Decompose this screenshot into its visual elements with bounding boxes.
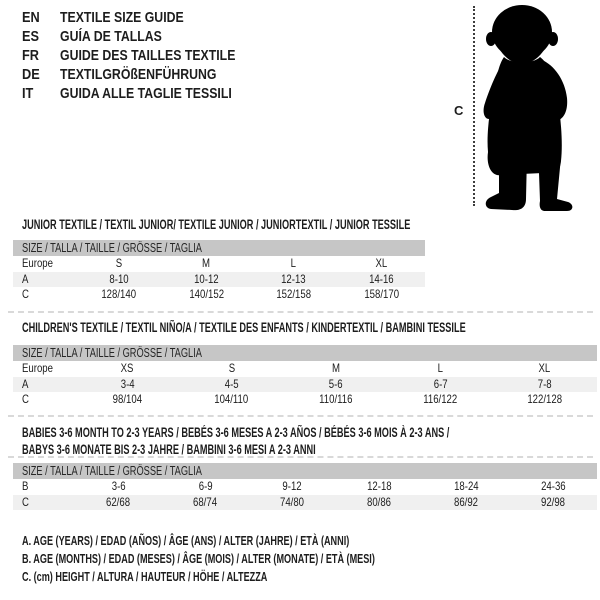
row-label: C (22, 287, 29, 301)
value-cell: 140/152 (188, 287, 224, 301)
table-row-europe: Europe S M L XL (13, 256, 425, 272)
language-code: EN (22, 9, 40, 26)
value-cell: 6-9 (198, 479, 213, 493)
language-row-fr: FR GUIDE DES TAILLES TEXTILE (22, 46, 274, 65)
guide-title-fr: GUIDE DES TAILLES TEXTILE (60, 47, 236, 64)
size-cell: L (291, 256, 297, 270)
legend-footnotes: A. AGE (YEARS) / EDAD (AÑOS) / ÂGE (ANS)… (22, 532, 526, 586)
value-cell: 4-5 (224, 376, 239, 391)
language-code: IT (22, 85, 34, 102)
size-cell: XL (375, 256, 388, 270)
section-title-children: CHILDREN'S TEXTILE / TEXTIL NIÑO/A / TEX… (22, 320, 466, 335)
table-row-height: C 128/140 140/152 152/158 158/170 (13, 287, 425, 303)
guide-title-it: GUIDA ALLE TAGLIE TESSILI (60, 85, 232, 102)
value-cell: 86/92 (454, 494, 479, 509)
language-row-it: IT GUIDA ALLE TAGLIE TESSILI (22, 84, 274, 103)
language-row-en: EN TEXTILE SIZE GUIDE (22, 8, 274, 27)
value-cell: 80/86 (367, 494, 392, 509)
language-code: ES (22, 28, 40, 45)
value-cell: 110/116 (319, 392, 353, 406)
size-cell: M (331, 361, 340, 375)
guide-title-de: TEXTILGRÖßENFÜHRUNG (60, 66, 217, 83)
row-label: Europe (22, 256, 53, 270)
table-row-age-months: B 3-6 6-9 9-12 12-18 18-24 24-36 (13, 479, 597, 495)
value-cell: 92/98 (541, 494, 566, 509)
table-row-europe: Europe XS S M L XL (13, 361, 597, 377)
junior-size-table: SIZE / TALLA / TAILLE / GRÖSSE / TAGLIA … (13, 240, 425, 303)
height-measure-label: C (454, 103, 464, 118)
value-cell: 62/68 (106, 494, 131, 509)
footnote-b: B. AGE (MONTHS) / EDAD (MESES) / ÂGE (MO… (22, 551, 375, 566)
table-row-age: A 3-4 4-5 5-6 6-7 7-8 (13, 376, 597, 392)
footnote-c: C. (cm) HEIGHT / ALTURA / HAUTEUR / HÖHE… (22, 569, 268, 584)
size-header-bar: SIZE / TALLA / TAILLE / GRÖSSE / TAGLIA (13, 463, 597, 479)
footnote-a: A. AGE (YEARS) / EDAD (AÑOS) / ÂGE (ANS)… (22, 533, 350, 548)
size-cell: S (115, 256, 122, 270)
language-title-list: EN TEXTILE SIZE GUIDE ES GUÍA DE TALLAS … (22, 8, 274, 103)
section-divider (8, 456, 593, 458)
value-cell: 14-16 (368, 271, 394, 286)
language-code: FR (22, 47, 39, 64)
babies-size-table: SIZE / TALLA / TAILLE / GRÖSSE / TAGLIA … (13, 463, 597, 510)
value-cell: 9-12 (282, 479, 303, 493)
value-cell: 104/110 (214, 392, 249, 406)
guide-title-en: TEXTILE SIZE GUIDE (60, 9, 184, 26)
value-cell: 68/74 (193, 494, 218, 509)
size-cell: S (228, 361, 235, 375)
guide-title-es: GUÍA DE TALLAS (60, 28, 162, 45)
section-divider (8, 311, 593, 313)
value-cell: 158/170 (363, 287, 399, 301)
section-title-babies-line2: BABYS 3-6 MONATE BIS 2-3 JAHRE / BAMBINI… (22, 442, 316, 457)
section-title-babies-line1: BABIES 3-6 MONTH TO 2-3 YEARS / BEBÉS 3-… (22, 425, 450, 440)
language-row-de: DE TEXTILGRÖßENFÜHRUNG (22, 65, 274, 84)
value-cell: 98/104 (112, 392, 142, 406)
row-label: B (22, 479, 29, 493)
value-cell: 8-10 (109, 271, 129, 286)
language-code: DE (22, 66, 40, 83)
row-label: Europe (22, 361, 53, 375)
section-title-junior: JUNIOR TEXTILE / TEXTIL JUNIOR/ TEXTILE … (22, 217, 411, 232)
value-cell: 18-24 (454, 479, 479, 493)
baby-silhouette-icon (483, 5, 573, 211)
value-cell: 10-12 (193, 271, 219, 286)
value-cell: 3-6 (111, 479, 126, 493)
row-label: A (22, 271, 29, 286)
value-cell: 24-36 (541, 479, 566, 493)
value-cell: 12-13 (281, 271, 307, 286)
value-cell: 152/158 (276, 287, 312, 301)
height-measure-dotted-line (473, 6, 475, 206)
value-cell: 5-6 (329, 376, 343, 391)
size-header-bar: SIZE / TALLA / TAILLE / GRÖSSE / TAGLIA (13, 345, 597, 361)
row-label: C (22, 494, 29, 509)
size-cell: L (437, 361, 444, 375)
row-label: C (22, 392, 29, 406)
value-cell: 122/128 (527, 392, 563, 406)
value-cell: 3-4 (120, 376, 135, 391)
table-row-height: C 98/104 104/110 110/116 116/122 122/128 (13, 392, 597, 408)
value-cell: 128/140 (101, 287, 137, 301)
size-cell: M (202, 256, 211, 270)
size-cell: XS (120, 361, 134, 375)
size-cell: XL (538, 361, 551, 375)
children-size-table: SIZE / TALLA / TAILLE / GRÖSSE / TAGLIA … (13, 345, 597, 408)
section-divider (8, 415, 593, 417)
value-cell: 6-7 (433, 376, 448, 391)
row-label: A (22, 376, 29, 391)
table-row-height: C 62/68 68/74 74/80 80/86 86/92 92/98 (13, 494, 597, 510)
table-row-age: A 8-10 10-12 12-13 14-16 (13, 271, 425, 287)
value-cell: 12-18 (367, 479, 392, 493)
size-header-bar: SIZE / TALLA / TAILLE / GRÖSSE / TAGLIA (13, 240, 425, 256)
value-cell: 116/122 (423, 392, 458, 406)
value-cell: 74/80 (280, 494, 305, 509)
language-row-es: ES GUÍA DE TALLAS (22, 27, 274, 46)
value-cell: 7-8 (537, 376, 552, 391)
